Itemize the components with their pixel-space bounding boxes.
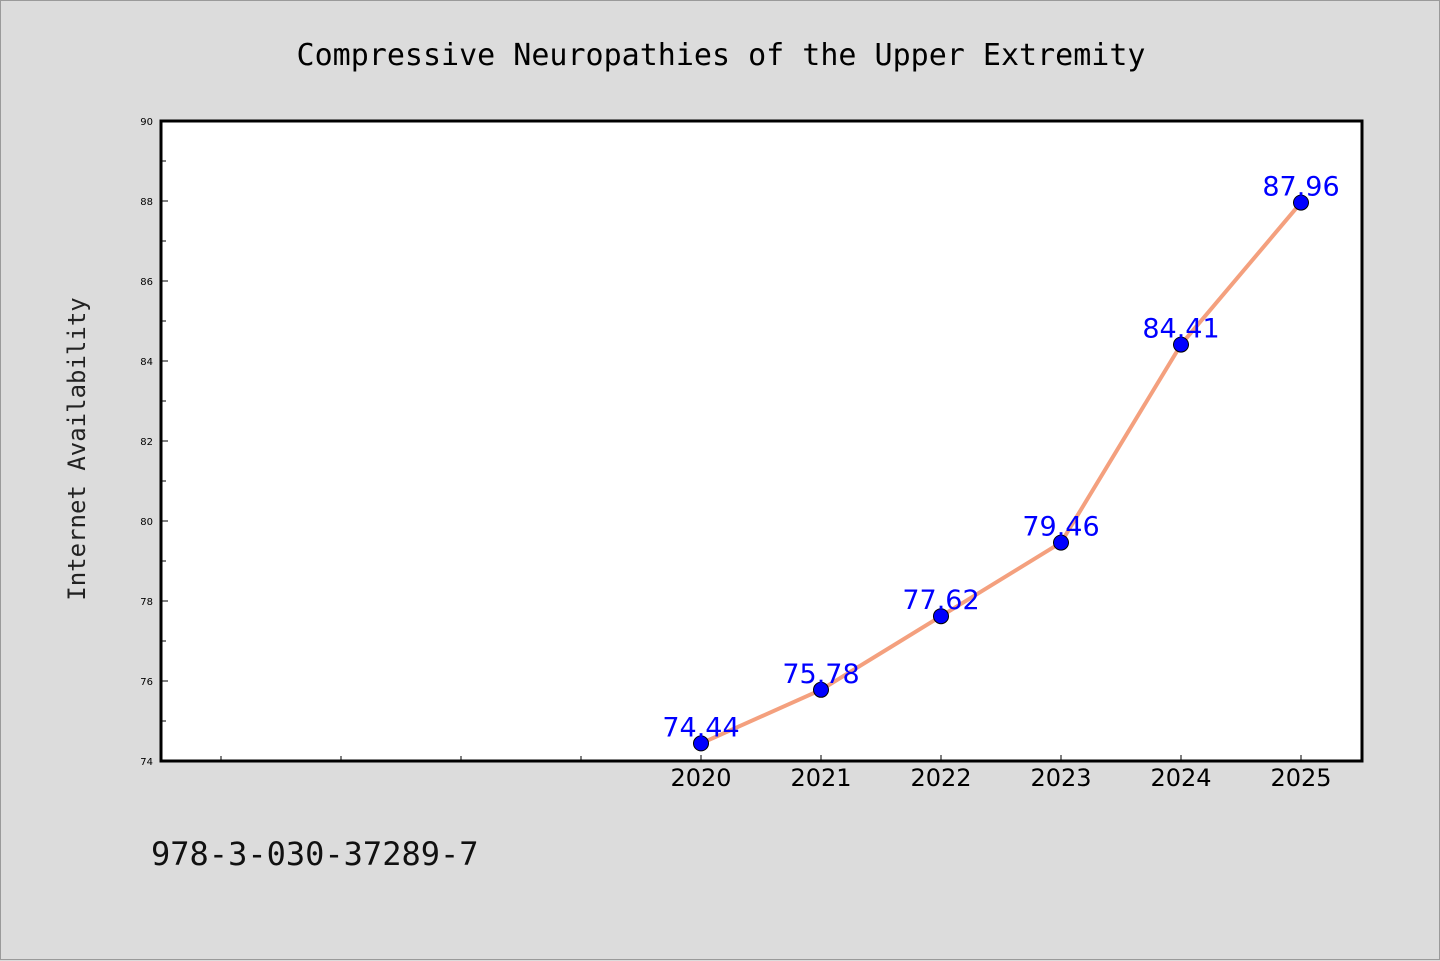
y-tick-label: 86: [140, 277, 153, 288]
y-tick-label: 78: [140, 597, 153, 608]
x-tick-label: 2021: [790, 764, 851, 792]
axis-ticks: 74 76 78 80 82 84 86 88 90 2020 2021 2022 2023 2024 20…: [140, 117, 1331, 792]
data-label: 77.62: [902, 585, 979, 616]
data-point: [1293, 194, 1309, 211]
data-point: [1173, 336, 1189, 353]
data-point: [933, 608, 949, 625]
y-axis-label: Internet Availability: [63, 297, 91, 600]
x-tick-label: 2020: [670, 764, 731, 792]
series-line-layer: [699, 200, 1303, 746]
data-point: [693, 735, 709, 752]
data-label: 87.96: [1262, 172, 1339, 203]
data-label: 74.44: [662, 712, 739, 743]
data-label: 75.78: [782, 659, 859, 690]
data-markers: [693, 194, 1309, 752]
data-point: [1053, 534, 1069, 551]
y-tick-label: 80: [140, 517, 153, 528]
data-label: 84.41: [1142, 314, 1219, 345]
y-tick-label: 82: [140, 437, 153, 448]
x-tick-label: 2022: [910, 764, 971, 792]
x-tick-label: 2024: [1150, 764, 1211, 792]
y-tick-label: 84: [140, 357, 153, 368]
plot-area: [161, 121, 1362, 761]
y-tick-label: 90: [140, 117, 153, 128]
y-tick-label: 76: [140, 677, 153, 688]
y-tick-label: 74: [140, 757, 153, 768]
series-line: [699, 200, 1303, 746]
chart-title: Compressive Neuropathies of the Upper Ex…: [297, 38, 1146, 73]
data-labels: 74.44 75.78 77.62 79.46 84.41 87.96: [662, 172, 1339, 744]
data-label: 79.46: [1022, 512, 1099, 543]
y-tick-label: 88: [140, 197, 153, 208]
x-tick-label: 2025: [1270, 764, 1331, 792]
x-tick-label: 2023: [1030, 764, 1091, 792]
plot-border: [159, 119, 1364, 763]
isbn-caption: 978-3-030-37289-7: [151, 835, 479, 873]
data-point: [813, 681, 829, 698]
